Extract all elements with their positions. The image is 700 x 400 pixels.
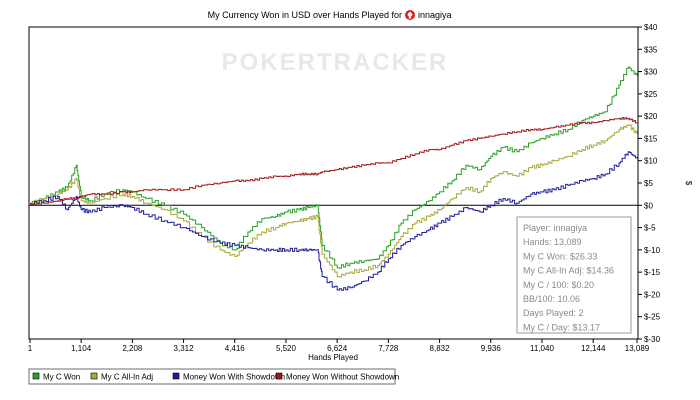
y-tick-label: $-10 bbox=[644, 246, 661, 255]
legend-swatch bbox=[90, 372, 98, 380]
y-tick-label: $20 bbox=[644, 112, 658, 121]
y-tick-label: $5 bbox=[644, 179, 653, 188]
x-tick-label: 13,089 bbox=[625, 344, 650, 353]
legend-swatch bbox=[275, 372, 283, 380]
tooltip-line: BB/100: 10.06 bbox=[523, 294, 580, 304]
y-tick-label: $0 bbox=[644, 201, 653, 210]
legend-label: My C Won bbox=[43, 373, 80, 382]
y-tick-label: $35 bbox=[644, 45, 658, 54]
x-axis: 1 1,104 2,208 3,312 4,416 5,520 6,624 7,728 8,83… bbox=[28, 339, 650, 353]
y-tick-label: $40 bbox=[644, 23, 658, 32]
x-axis-label: Hands Played bbox=[308, 353, 358, 362]
x-tick-label: 2,208 bbox=[122, 344, 143, 353]
legend-items: My C Won My C All-In Adj Money Won With Sh… bbox=[32, 372, 399, 382]
series-line-1 bbox=[30, 124, 638, 278]
y-axis-label: $ bbox=[684, 181, 693, 186]
legend-item-1[interactable]: My C All-In Adj bbox=[90, 372, 153, 382]
y-tick-label: $30 bbox=[644, 68, 658, 77]
x-tick-label: 1,104 bbox=[71, 344, 92, 353]
series-line-0 bbox=[30, 66, 638, 269]
series-line-3 bbox=[30, 117, 638, 205]
tooltip-line: Player: innagiya bbox=[523, 223, 587, 233]
tooltip-box bbox=[516, 216, 632, 334]
watermark-text: POKERTRACKER bbox=[222, 49, 449, 76]
tooltip-line: My C / Day: $13.17 bbox=[523, 322, 600, 332]
y-tick-label: $-5 bbox=[644, 224, 656, 233]
x-tick-label: 9,936 bbox=[481, 344, 502, 353]
tooltip-line: My C Won: $26.33 bbox=[523, 251, 597, 261]
y-tick-label: $-15 bbox=[644, 268, 661, 277]
tooltip-line: My C / 100: $0.20 bbox=[523, 280, 594, 290]
legend-item-2[interactable]: Money Won With Showdown bbox=[172, 372, 285, 382]
legend-swatch bbox=[172, 372, 180, 380]
legend-swatch bbox=[32, 372, 40, 380]
y-axis: $-30 $-25 $-20 $-15 $-10 $-5 $0 $5 $10 $15 $20 $25 $… bbox=[638, 23, 661, 344]
tooltip-line: Hands: 13,089 bbox=[523, 237, 582, 247]
x-tick-label: 5,520 bbox=[276, 344, 297, 353]
series-line-2 bbox=[30, 151, 638, 291]
player-name: innagiya bbox=[418, 10, 452, 20]
series-group bbox=[30, 66, 638, 291]
y-tick-label: $-20 bbox=[644, 290, 661, 299]
y-tick-label: $-25 bbox=[644, 313, 661, 322]
chart-title: My Currency Won in USD over Hands Played… bbox=[208, 10, 402, 20]
legend-label: Money Won With Showdown bbox=[183, 373, 285, 382]
x-tick-label: 4,416 bbox=[225, 344, 246, 353]
legend-item-3[interactable]: Money Won Without Showdown bbox=[275, 372, 399, 382]
legend-item-0[interactable]: My C Won bbox=[32, 372, 80, 382]
x-tick-label: 6,624 bbox=[327, 344, 348, 353]
spade-logo-icon bbox=[405, 10, 415, 20]
x-tick-label: 8,832 bbox=[430, 344, 451, 353]
legend-label: Money Won Without Showdown bbox=[286, 373, 399, 382]
tooltip-line: My C All-In Adj: $14.36 bbox=[523, 266, 614, 276]
stats-tooltip: Player: innagiya Hands: 13,089 My C Won: $… bbox=[516, 216, 632, 334]
x-tick-label: 12,144 bbox=[581, 344, 606, 353]
x-tick-label: 11,040 bbox=[530, 344, 554, 353]
tooltip-line: Days Played: 2 bbox=[523, 308, 584, 318]
chart-title-group: My Currency Won in USD over Hands Played… bbox=[208, 10, 452, 20]
y-tick-label: $-30 bbox=[644, 335, 661, 344]
x-tick-label: 1 bbox=[28, 344, 33, 353]
y-tick-label: $25 bbox=[644, 90, 658, 99]
y-tick-label: $15 bbox=[644, 134, 658, 143]
x-tick-label: 3,312 bbox=[174, 344, 195, 353]
legend-label: My C All-In Adj bbox=[101, 373, 153, 382]
legend bbox=[28, 368, 396, 385]
x-tick-label: 7,728 bbox=[378, 344, 399, 353]
y-tick-label: $10 bbox=[644, 157, 658, 166]
